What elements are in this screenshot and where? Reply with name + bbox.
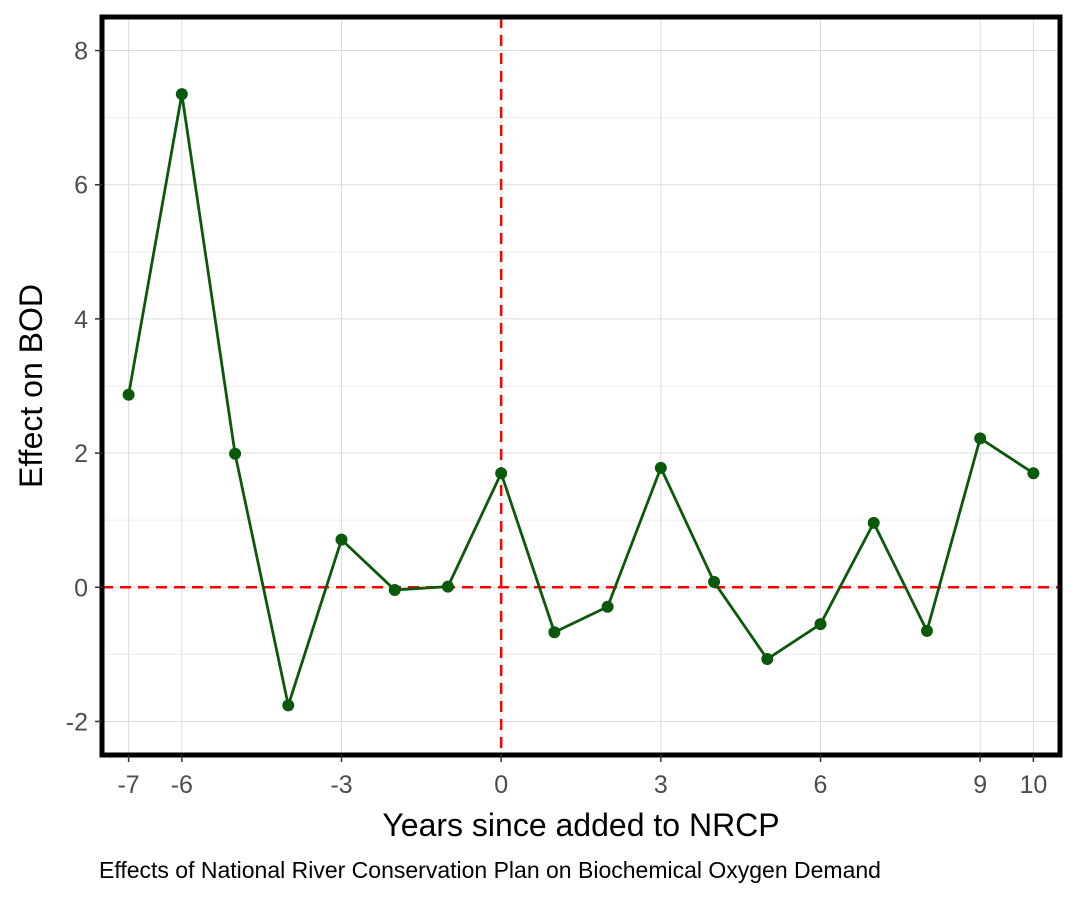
chart-caption: Effects of National River Conservation P… xyxy=(99,857,881,883)
x-tick-label: 10 xyxy=(1019,771,1047,799)
y-tick-label: -2 xyxy=(66,708,88,736)
data-point xyxy=(708,575,721,588)
x-tick-label: -3 xyxy=(330,771,352,799)
data-point xyxy=(1027,467,1040,480)
minor-grid xyxy=(102,117,1060,655)
data-point xyxy=(920,624,933,637)
y-axis-ticks: -2 0 2 4 6 8 xyxy=(66,38,102,736)
data-point xyxy=(175,88,188,101)
reference-lines xyxy=(102,17,1060,755)
data-point xyxy=(229,447,242,460)
data-point xyxy=(335,533,348,546)
x-tick-label: 0 xyxy=(494,771,508,799)
y-tick-label: 4 xyxy=(74,306,88,334)
series-layer xyxy=(122,88,1040,712)
data-point xyxy=(122,388,135,401)
series-line xyxy=(127,92,1035,707)
x-tick-label: 6 xyxy=(814,771,828,799)
x-axis-title: Years since added to NRCP xyxy=(382,807,779,843)
data-point xyxy=(495,467,508,480)
y-tick-label: 2 xyxy=(74,440,88,468)
y-axis-title: Effect on BOD xyxy=(13,284,49,488)
data-point xyxy=(814,618,827,631)
data-point xyxy=(441,580,454,593)
x-tick-label: -6 xyxy=(171,771,193,799)
plot-border xyxy=(99,14,1063,758)
data-point xyxy=(867,516,880,529)
data-point xyxy=(974,432,987,445)
data-point xyxy=(282,699,295,712)
data-point xyxy=(761,653,774,666)
data-point xyxy=(388,583,401,596)
x-tick-label: -7 xyxy=(117,771,139,799)
data-point xyxy=(601,600,614,613)
data-point xyxy=(654,461,667,474)
y-tick-label: 6 xyxy=(74,172,88,200)
y-tick-label: 8 xyxy=(74,38,88,66)
x-axis-ticks: -7 -6 -3 0 3 6 9 10 xyxy=(117,755,1047,799)
data-point xyxy=(548,626,561,639)
x-tick-label: 3 xyxy=(654,771,668,799)
x-tick-label: 9 xyxy=(973,771,987,799)
y-tick-label: 0 xyxy=(74,574,88,602)
